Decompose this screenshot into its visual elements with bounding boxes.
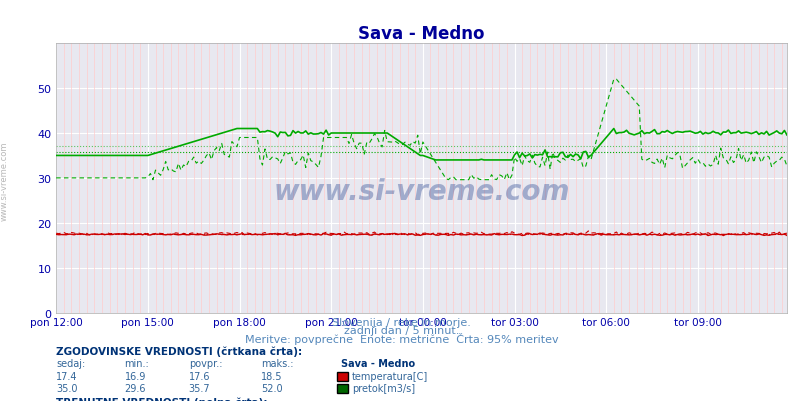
- Text: maks.:: maks.:: [261, 358, 293, 369]
- Text: povpr.:: povpr.:: [188, 358, 222, 369]
- Text: 17.4: 17.4: [56, 371, 78, 381]
- Text: 18.5: 18.5: [261, 371, 282, 381]
- Title: Sava - Medno: Sava - Medno: [358, 24, 484, 43]
- Text: www.si-vreme.com: www.si-vreme.com: [273, 178, 569, 206]
- Text: Sava - Medno: Sava - Medno: [341, 358, 415, 369]
- Text: pretok[m3/s]: pretok[m3/s]: [351, 383, 415, 393]
- Text: 35.0: 35.0: [56, 383, 78, 393]
- Text: 29.6: 29.6: [124, 383, 146, 393]
- Text: TRENUTNE VREDNOSTI (polna črta):: TRENUTNE VREDNOSTI (polna črta):: [56, 397, 267, 401]
- Text: min.:: min.:: [124, 358, 149, 369]
- Text: ZGODOVINSKE VREDNOSTI (črtkana črta):: ZGODOVINSKE VREDNOSTI (črtkana črta):: [56, 345, 302, 356]
- Text: zadnji dan / 5 minut.: zadnji dan / 5 minut.: [343, 326, 459, 336]
- Text: www.si-vreme.com: www.si-vreme.com: [0, 141, 9, 220]
- Text: sedaj:: sedaj:: [56, 358, 85, 369]
- Text: 16.9: 16.9: [124, 371, 146, 381]
- Text: Meritve: povprečne  Enote: metrične  Črta: 95% meritev: Meritve: povprečne Enote: metrične Črta:…: [245, 332, 557, 344]
- Text: temperatura[C]: temperatura[C]: [351, 371, 427, 381]
- Text: 35.7: 35.7: [188, 383, 210, 393]
- Text: 17.6: 17.6: [188, 371, 210, 381]
- Text: 52.0: 52.0: [261, 383, 282, 393]
- Text: Slovenija / reke in morje.: Slovenija / reke in morje.: [332, 317, 470, 327]
